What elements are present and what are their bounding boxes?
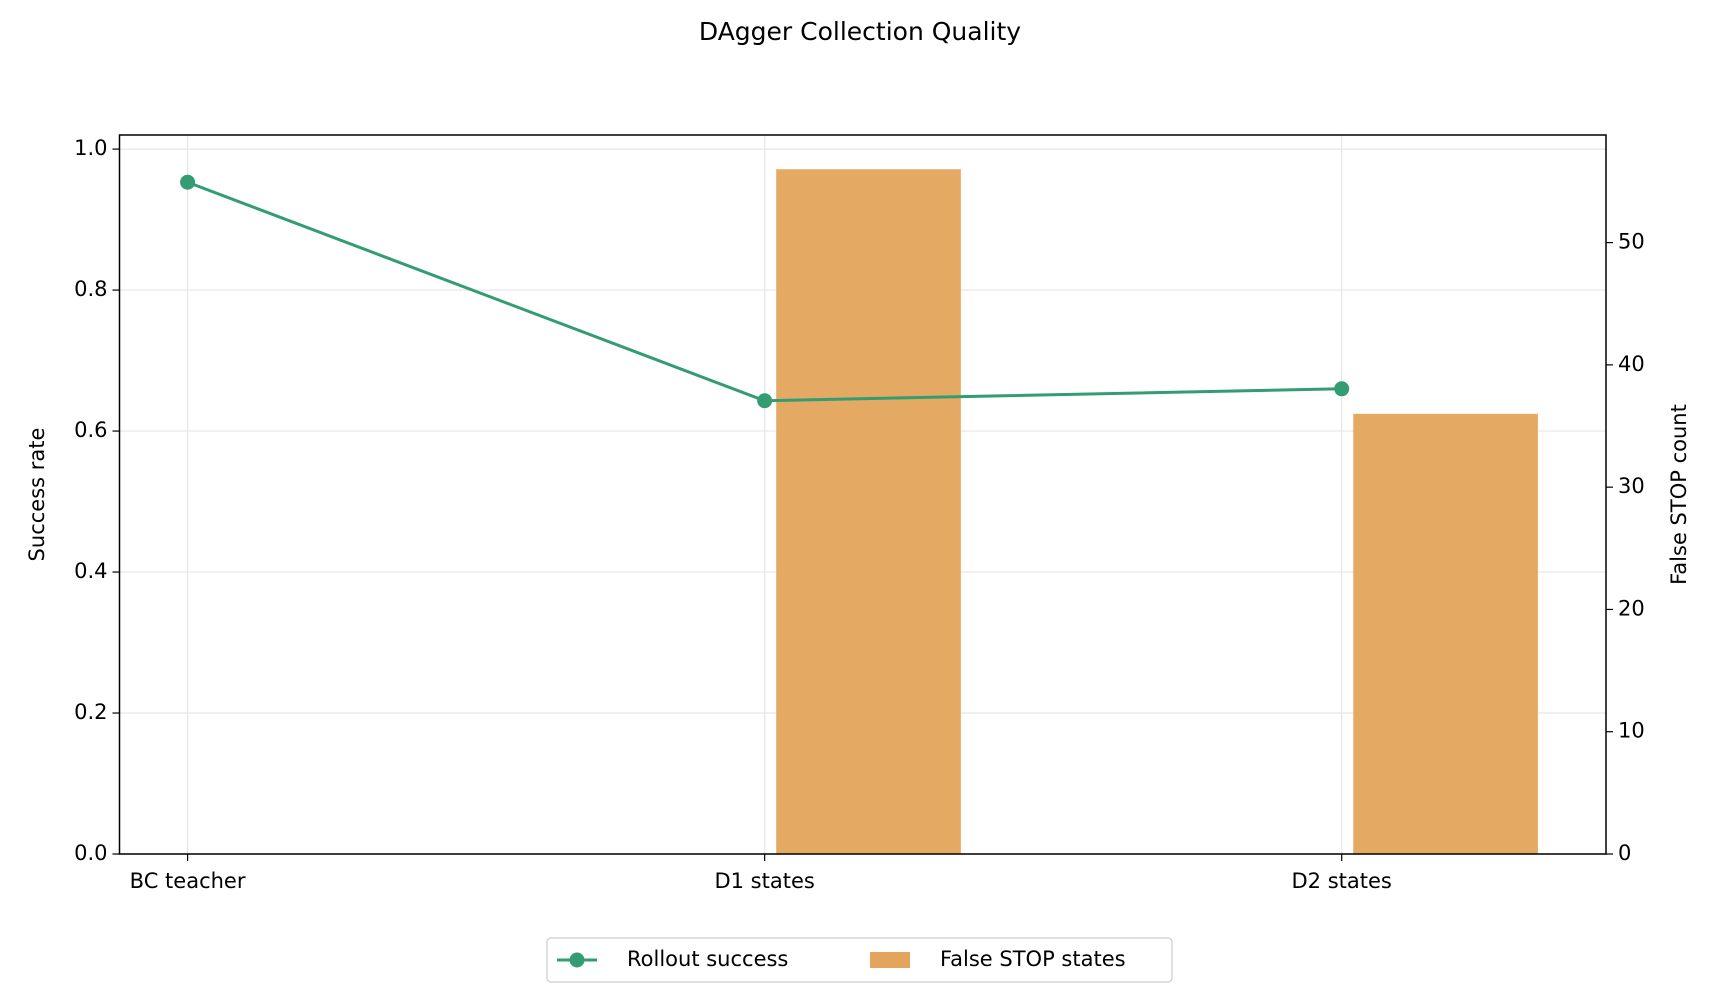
chart-title: DAgger Collection Quality [699,17,1021,46]
y-tick-label: 0.8 [74,277,107,301]
point [1334,381,1350,397]
y2-tick-label: 10 [1618,719,1645,743]
y2-axis-label: False STOP count [1667,404,1691,585]
y-tick-label: 0.2 [74,700,107,724]
legend-label: Rollout success [627,947,788,971]
plot-frame [118,134,1607,855]
legend-box [546,937,1173,983]
x-tick-label: D1 states [714,869,814,893]
x-tick-label: D2 states [1292,869,1392,893]
y2-tick-label: 50 [1618,230,1645,254]
y-tick-label: 0.6 [74,418,107,442]
y-tick-label: 0.0 [74,841,107,865]
point [757,393,773,409]
legend-swatch [870,952,910,968]
point [180,174,196,190]
y-tick-label: 1.0 [74,136,107,160]
bar [776,169,961,854]
y2-tick-label: 30 [1618,474,1645,498]
y-tick-label: 0.4 [74,559,107,583]
x-tick-label: BC teacher [130,869,246,893]
y2-tick-label: 40 [1618,352,1645,376]
bar [1353,413,1538,854]
y2-tick-label: 20 [1618,596,1645,620]
legend-label: False STOP states [940,947,1126,971]
legend-swatch [569,952,585,968]
y-axis-label: Success rate [25,428,49,562]
y2-tick-label: 0 [1618,841,1631,865]
